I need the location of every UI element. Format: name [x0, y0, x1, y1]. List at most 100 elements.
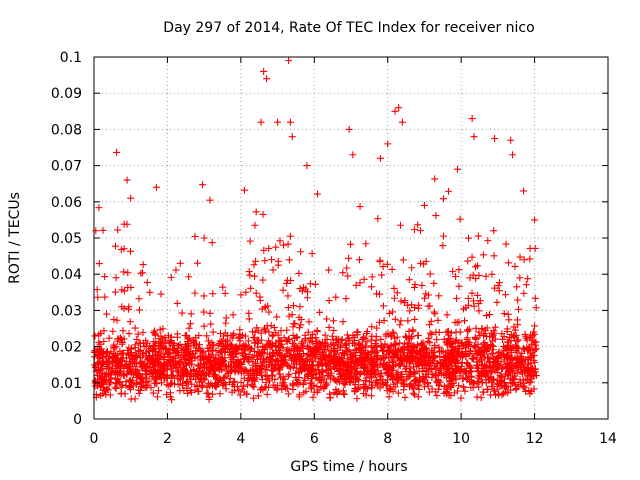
data-point	[146, 368, 154, 376]
data-point	[313, 337, 321, 345]
data-point	[352, 374, 360, 382]
data-point	[251, 272, 259, 280]
data-point	[487, 368, 495, 376]
data-point	[157, 290, 165, 298]
data-point	[260, 325, 268, 333]
data-point	[477, 394, 485, 402]
data-point	[466, 367, 474, 375]
data-point	[520, 289, 528, 297]
y-tick-label: 0	[73, 412, 82, 428]
data-point	[457, 367, 465, 375]
data-point	[473, 354, 481, 362]
data-point	[111, 375, 119, 383]
data-point	[189, 336, 197, 344]
data-point	[245, 315, 253, 323]
data-point	[227, 344, 235, 352]
y-tick-label: 0.08	[51, 122, 82, 138]
data-point	[455, 382, 463, 390]
data-point	[195, 332, 203, 340]
data-point	[379, 376, 387, 384]
data-point	[128, 368, 136, 376]
data-point	[385, 393, 393, 401]
data-point	[259, 276, 267, 284]
data-point	[148, 373, 156, 381]
data-point	[262, 383, 270, 391]
data-point	[474, 232, 482, 240]
data-point	[250, 261, 258, 269]
data-point	[474, 362, 482, 370]
x-tick-labels: 0 2 4 6 8 10 12 14	[90, 431, 617, 447]
data-point	[259, 210, 267, 218]
data-point	[283, 276, 291, 284]
data-point	[502, 360, 510, 368]
data-point	[395, 104, 403, 112]
data-point	[285, 335, 293, 343]
data-point	[102, 377, 110, 385]
data-point	[388, 265, 396, 273]
data-point	[299, 357, 307, 365]
data-point	[240, 186, 248, 194]
data-point	[522, 281, 530, 289]
data-point	[410, 283, 418, 291]
data-point	[411, 281, 419, 289]
axis-ticks	[93, 56, 609, 420]
data-point	[95, 204, 103, 212]
data-point	[490, 227, 498, 235]
data-point	[276, 336, 284, 344]
data-point	[223, 331, 231, 339]
data-point	[387, 333, 395, 341]
data-point	[168, 339, 176, 347]
data-point	[279, 379, 287, 387]
data-point	[505, 353, 513, 361]
data-point	[471, 263, 479, 271]
data-point	[343, 363, 351, 371]
data-point	[361, 377, 369, 385]
data-point	[356, 279, 364, 287]
data-point	[374, 367, 382, 375]
data-point	[398, 356, 406, 364]
data-point	[191, 233, 199, 241]
data-point	[147, 344, 155, 352]
data-point	[460, 341, 468, 349]
data-point	[204, 389, 212, 397]
data-point	[119, 327, 127, 335]
data-point	[251, 339, 259, 347]
data-point	[322, 354, 330, 362]
data-points	[90, 57, 540, 404]
data-point	[407, 369, 415, 377]
data-point	[420, 354, 428, 362]
data-point	[520, 187, 528, 195]
data-point	[300, 283, 308, 291]
data-point	[368, 273, 376, 281]
y-tick-label: 0.03	[51, 303, 82, 319]
data-point	[325, 323, 333, 331]
data-point	[91, 347, 99, 355]
data-point	[111, 242, 119, 250]
data-point	[196, 352, 204, 360]
data-point	[101, 293, 109, 301]
data-point	[440, 361, 448, 369]
data-point	[347, 357, 355, 365]
data-point	[305, 318, 313, 326]
data-point	[252, 289, 260, 297]
y-axis-title: ROTI / TECUs	[7, 192, 23, 284]
data-point	[456, 215, 464, 223]
data-point	[285, 346, 293, 354]
data-point	[105, 334, 113, 342]
data-point	[468, 253, 476, 261]
data-point	[207, 364, 215, 372]
data-point	[418, 368, 426, 376]
data-point	[499, 389, 507, 397]
data-point	[238, 385, 246, 393]
data-point	[353, 395, 361, 403]
data-point	[454, 387, 462, 395]
data-point	[306, 345, 314, 353]
x-tick-label: 8	[383, 431, 392, 447]
data-point	[515, 344, 523, 352]
data-point	[284, 292, 292, 300]
data-point	[488, 378, 496, 386]
data-point	[376, 154, 384, 162]
data-point	[418, 359, 426, 367]
data-point	[113, 379, 121, 387]
data-point	[268, 371, 276, 379]
